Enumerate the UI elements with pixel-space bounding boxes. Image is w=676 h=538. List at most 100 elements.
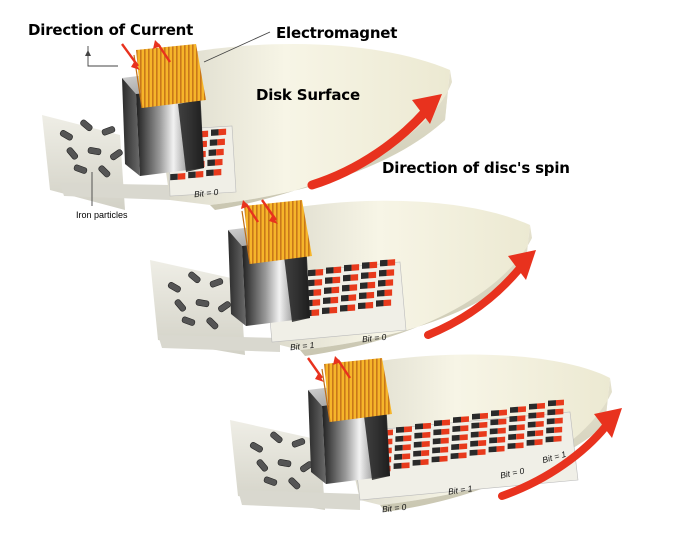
bit-cell xyxy=(432,446,449,454)
bit-cell xyxy=(395,435,412,442)
iron-particle xyxy=(87,147,102,156)
bit-cell xyxy=(491,409,507,417)
bit-cell xyxy=(508,433,525,441)
bit-cell xyxy=(470,440,487,447)
platter-slab-edge xyxy=(60,183,170,200)
bit-cell xyxy=(507,442,524,450)
bit-cell xyxy=(207,158,223,167)
magnet-side xyxy=(308,390,326,484)
spin-arrow xyxy=(307,107,430,190)
bit-cell xyxy=(394,444,411,451)
iron-particle xyxy=(263,476,278,486)
platter-slab-edge xyxy=(238,490,360,510)
iron-particle xyxy=(209,278,224,288)
bit-cell xyxy=(508,424,525,432)
iron-particles-group xyxy=(167,271,231,330)
bit-cell xyxy=(376,299,392,307)
iron-particle xyxy=(188,271,201,284)
coil-edge xyxy=(321,368,331,423)
disk-edge xyxy=(300,225,532,356)
magnet-side xyxy=(122,78,140,176)
current-in-arrow xyxy=(307,357,323,379)
bit-cell xyxy=(470,430,487,438)
panel-3 xyxy=(230,354,622,512)
bit-cell xyxy=(362,261,378,269)
coil-edge xyxy=(241,210,251,265)
bit-cell xyxy=(546,417,563,425)
bit-cell xyxy=(359,291,375,300)
bit-cell xyxy=(527,430,544,437)
spin-arrow xyxy=(424,264,524,339)
bit-cell xyxy=(380,259,396,267)
bit-cell xyxy=(434,419,450,427)
spin-arrowhead xyxy=(508,250,536,280)
bit-cell xyxy=(489,427,506,435)
panel-1 xyxy=(42,31,452,210)
bit-cell xyxy=(326,266,342,274)
bit-cell xyxy=(527,420,544,428)
iron-particles-group xyxy=(249,431,313,490)
bit-cell xyxy=(342,284,358,292)
current-in-arrowhead xyxy=(269,216,278,224)
iron-particle xyxy=(195,299,210,308)
electromagnet-label: Electromagnet xyxy=(276,24,398,42)
magnet-side xyxy=(228,230,246,326)
iron-particle xyxy=(73,164,88,174)
spin-arrowhead xyxy=(412,94,442,124)
electromagnet-label-pointer xyxy=(203,31,271,63)
bit-cell xyxy=(529,402,545,410)
current-out-arrow xyxy=(337,359,351,379)
bit-cell xyxy=(323,296,339,305)
bit-cell xyxy=(188,170,204,179)
iron-particle xyxy=(206,317,219,330)
bit-cell xyxy=(378,279,394,287)
bit-cell xyxy=(393,462,410,470)
bit-cell xyxy=(431,455,448,463)
iron-particle xyxy=(98,165,111,178)
magnet-gap xyxy=(364,412,390,480)
bit-cell xyxy=(361,271,377,279)
bit-cell xyxy=(170,173,186,181)
current-out-arrow xyxy=(245,203,259,223)
direction-of-current-label: Direction of Current xyxy=(28,21,194,39)
bit-cell xyxy=(548,399,564,407)
bit-cell xyxy=(308,269,324,277)
iron-particle xyxy=(249,442,263,453)
current-out-arrowhead xyxy=(333,356,341,365)
bit-cell xyxy=(211,128,227,136)
bit-cell xyxy=(489,436,506,444)
bit-cell xyxy=(546,426,563,434)
iron-particle xyxy=(101,126,116,136)
coil xyxy=(324,358,392,422)
current-in-arrowhead xyxy=(315,374,324,382)
iron-particle xyxy=(277,459,292,468)
iron-particle xyxy=(291,438,306,448)
bit-cell xyxy=(206,168,222,177)
bit-cell xyxy=(413,449,430,457)
magnet-gap xyxy=(178,100,204,172)
direction-of-spin-label: Direction of disc's spin xyxy=(382,159,570,177)
iron-particle xyxy=(288,477,301,490)
bit-cell xyxy=(432,437,449,445)
bit-cell xyxy=(471,421,488,429)
bit-cell xyxy=(451,443,468,451)
bit-cell xyxy=(307,279,323,287)
panel-2 xyxy=(150,199,536,356)
bit-cell xyxy=(452,425,469,432)
magnet-gap xyxy=(284,252,310,322)
bit-cell xyxy=(322,306,338,315)
current-in-arrowhead xyxy=(131,62,140,70)
current-out-arrow xyxy=(157,43,171,63)
iron-particle xyxy=(59,130,73,141)
bit-cell xyxy=(360,281,376,290)
iron-particle xyxy=(181,316,196,326)
bit-cell xyxy=(358,301,374,310)
current-out-arrowhead xyxy=(241,200,249,209)
bit-cell xyxy=(208,148,224,157)
bit-cell xyxy=(396,426,412,433)
disk-edge xyxy=(210,70,452,210)
bit-cell xyxy=(324,286,340,294)
bit-cell xyxy=(340,304,356,312)
